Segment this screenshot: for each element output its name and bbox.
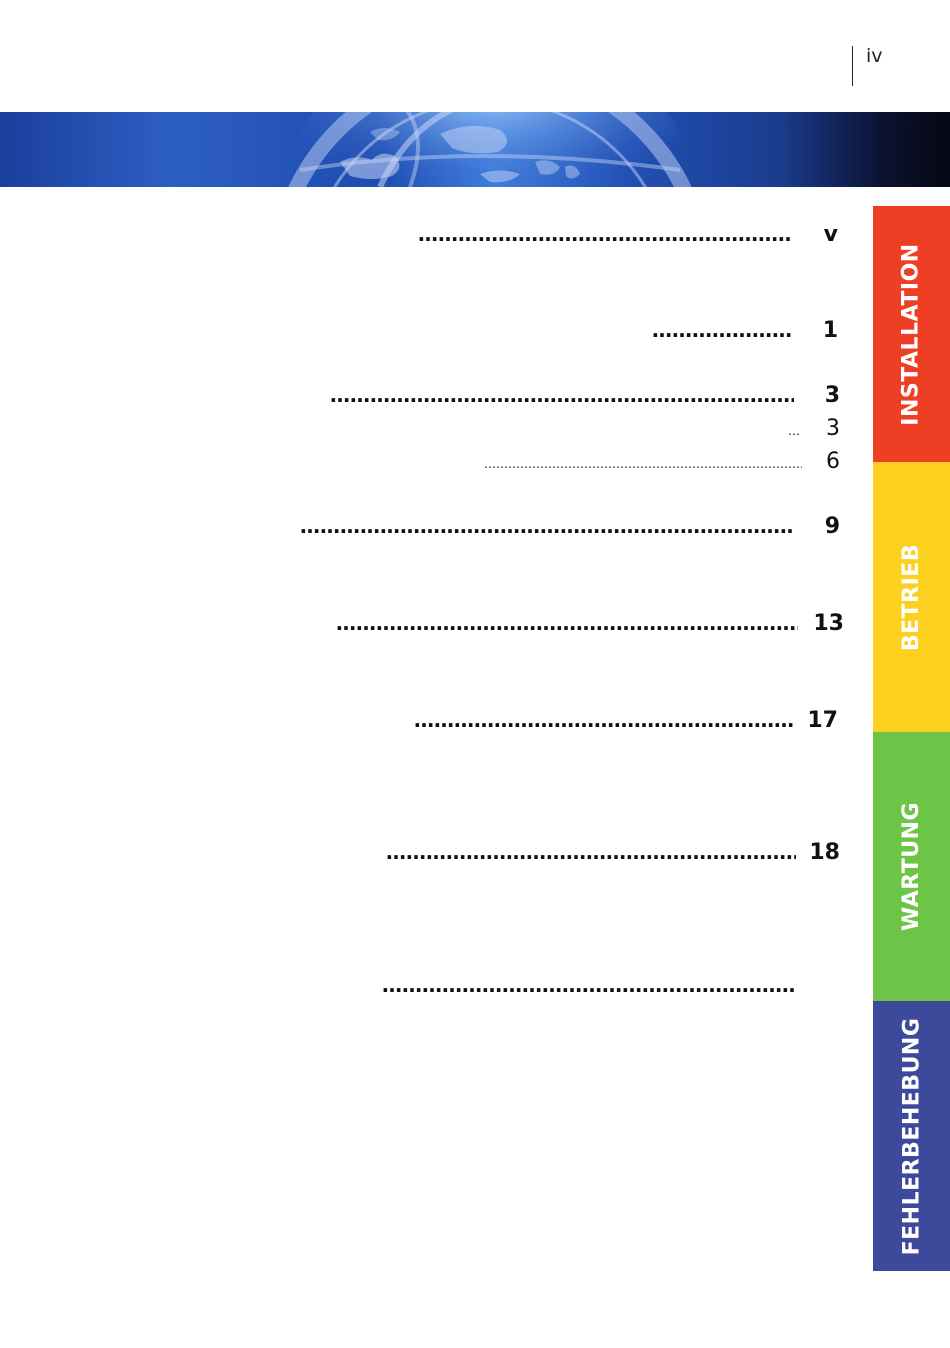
page-number: iv [866, 45, 883, 67]
leader-dots: …………………………………………………………………………………………………… [330, 383, 794, 407]
toc-entry: …………………………………………………………………………………………………… 3 [0, 383, 870, 413]
leader-dots: …………………………………………………………………………… [414, 708, 794, 732]
tab-installation[interactable]: INSTALLATION [873, 206, 950, 462]
tab-label: BETRIEB [899, 543, 925, 651]
leader-dots: ………………………………………………………………………………………………………… [300, 514, 794, 538]
tab-label: WARTUNG [899, 801, 925, 932]
leader-dots: …………………………………………………………………………………… [386, 840, 796, 864]
toc-entry: …………………………………………………………………………… 17 [0, 708, 870, 738]
toc-entry: …………………………………… 1 [0, 318, 870, 348]
leader-dots: …………………………………………………………………………… [418, 222, 792, 246]
toc-page-number: 9 [824, 514, 840, 539]
toc-entry: ……………………………………………………………………………………. [0, 973, 870, 1003]
toc-entry: …………………………………………………………………………………………………… 1… [0, 611, 870, 641]
toc-entry: …………………………………………………………………………… v [0, 222, 870, 252]
leader-dots: … [788, 424, 800, 438]
leader-dots: ……………………………………………………………………………………. [382, 973, 796, 997]
toc-page-number: 1 [822, 318, 838, 343]
leader-dots: …………………………………… [652, 318, 792, 342]
header-banner [0, 112, 950, 187]
toc-page-number: 13 [813, 611, 844, 636]
toc-entry: …………………………………………………………………………………………………………… [0, 449, 870, 477]
tab-betrieb[interactable]: BETRIEB [873, 462, 950, 732]
toc-entry: … 3 [0, 416, 870, 444]
leader-dots: …………………………………………………………………………………………………… [336, 611, 798, 635]
toc-page-number: 3 [826, 416, 840, 441]
toc-page-number: 17 [807, 708, 838, 733]
toc-entry: …………………………………………………………………………………… 18 [0, 840, 870, 870]
leader-dots: …………………………………………………………………………………………………………… [484, 457, 802, 471]
toc-page-number: v [823, 222, 838, 247]
tab-label: INSTALLATION [899, 242, 924, 426]
toc-page-number: 3 [824, 383, 840, 408]
toc-page-number: 6 [826, 449, 840, 474]
page-number-divider [852, 46, 853, 86]
tab-fehlerbehebung[interactable]: FEHLERBEHEBUNG [873, 1001, 950, 1271]
toc-page-number: 18 [809, 840, 840, 865]
globe-icon [288, 112, 692, 187]
toc-entry: …………………………………………………………………………………………………………… [0, 514, 870, 544]
tab-wartung[interactable]: WARTUNG [873, 732, 950, 1001]
tab-label: FEHLERBEHEBUNG [899, 1017, 925, 1255]
